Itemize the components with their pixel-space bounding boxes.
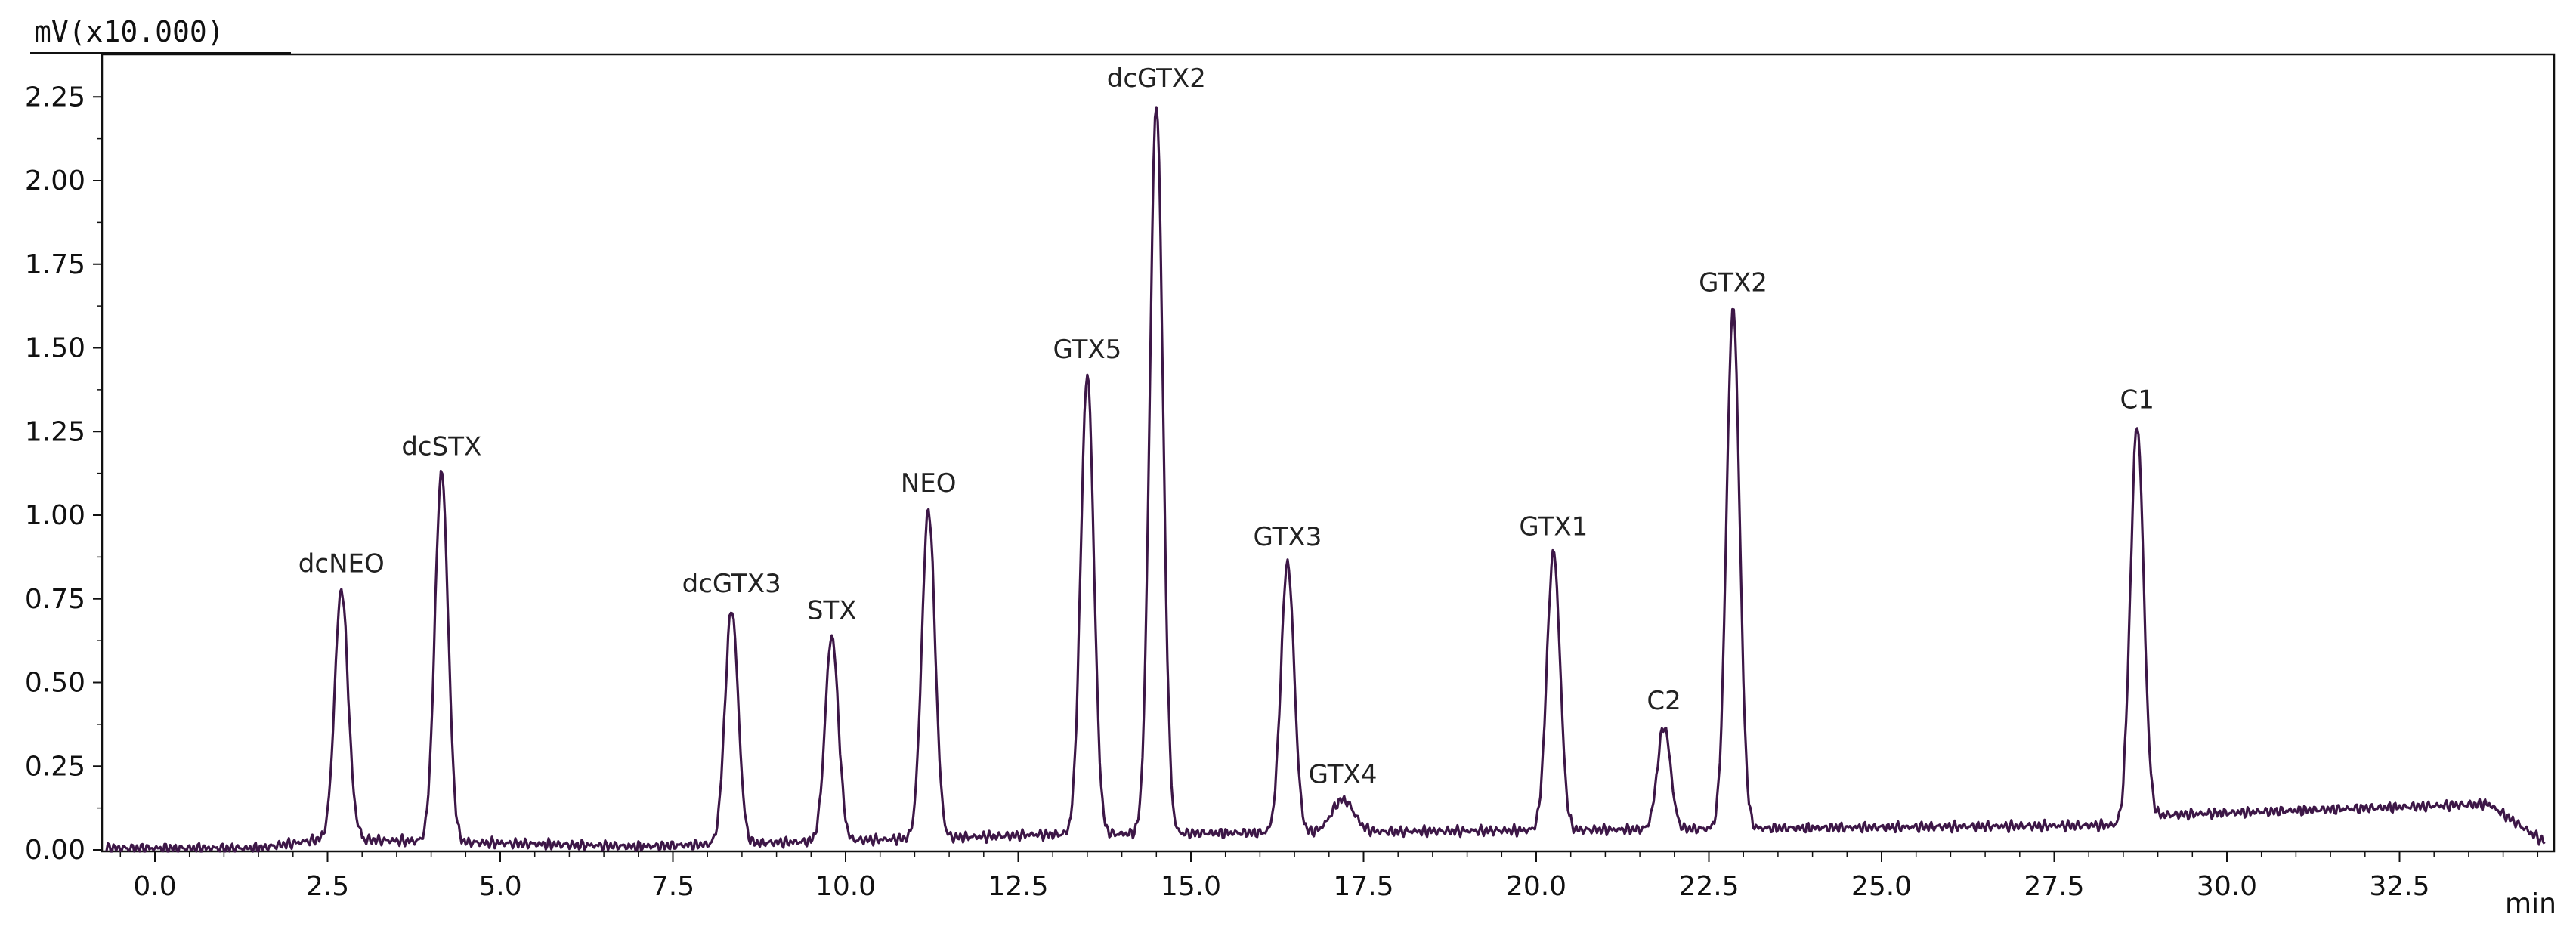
peak-label-neo: NEO (901, 468, 957, 499)
y-tick-label: 1.25 (25, 416, 85, 447)
y-tick-label: 1.50 (25, 333, 85, 364)
y-tick-label: 1.00 (25, 500, 85, 531)
x-tick-label: 25.0 (1851, 871, 1912, 902)
y-tick-label: 0.75 (25, 584, 85, 615)
peak-label-dcgtx3: dcGTX3 (682, 569, 781, 599)
x-tick-label: 32.5 (2369, 871, 2429, 902)
x-tick-label: 30.0 (2197, 871, 2257, 902)
peak-label-dcneo: dcNEO (298, 548, 385, 579)
chromatogram-trace (105, 106, 2546, 853)
x-tick-label: 5.0 (478, 871, 521, 902)
x-tick-label: 7.5 (651, 871, 694, 902)
x-tick-label: 12.5 (988, 871, 1048, 902)
y-axis-unit-label: mV(x10.000) (34, 15, 224, 48)
y-tick-label: 0.25 (25, 751, 85, 782)
y-tick-label: 0.50 (25, 668, 85, 699)
peak-label-gtx5: GTX5 (1053, 335, 1121, 365)
x-tick-label: 15.0 (1161, 871, 1221, 902)
x-tick-label: 20.0 (1506, 871, 1566, 902)
x-tick-label: 17.5 (1333, 871, 1393, 902)
x-tick-label: 0.0 (133, 871, 176, 902)
peak-label-stx: STX (807, 595, 857, 625)
x-axis: 0.0 2.5 5.0 7.5 10.0 12.5 15.0 17.5 20.0 22.5 25.0… (119, 851, 2539, 902)
peak-label-gtx3: GTX3 (1254, 522, 1322, 552)
peak-label-dcgtx2: dcGTX2 (1107, 63, 1206, 94)
peak-label-c1: C1 (2120, 385, 2154, 415)
peak-label-gtx1: GTX1 (1519, 512, 1588, 542)
peak-label-dcstx: dcSTX (401, 431, 481, 462)
x-tick-label: 27.5 (2024, 871, 2084, 902)
x-tick-label: 22.5 (1678, 871, 1739, 902)
x-axis-unit-label: min (2505, 888, 2556, 919)
peak-labels: dcNEO dcSTX dcGTX3 STX NEO GTX5 dcGTX2 GTX3 GTX4… (298, 63, 2154, 789)
peak-label-c2: C2 (1647, 686, 1681, 716)
x-tick-label: 2.5 (306, 871, 349, 902)
plot-frame (101, 53, 2556, 853)
peak-label-gtx4: GTX4 (1309, 760, 1378, 790)
y-tick-label: 0.00 (25, 835, 85, 866)
y-tick-label: 1.75 (25, 249, 85, 280)
peak-label-gtx2: GTX2 (1699, 267, 1767, 298)
y-tick-label: 2.00 (25, 165, 85, 196)
y-axis: 0.00 0.25 0.50 0.75 1.00 1.25 1.50 1.75 2.00 2.25 (25, 82, 102, 866)
y-tick-label: 2.25 (25, 82, 85, 113)
x-tick-label: 10.0 (815, 871, 876, 902)
